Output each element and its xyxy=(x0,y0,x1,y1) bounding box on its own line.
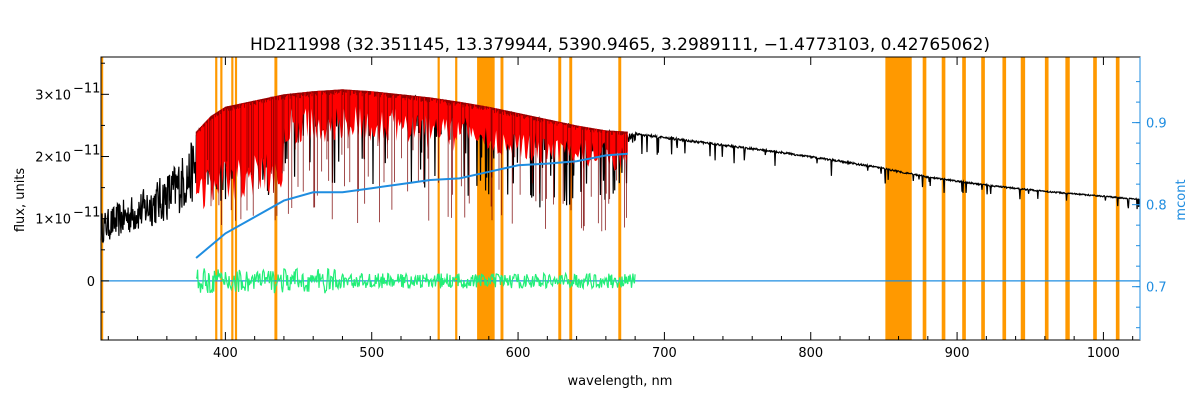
right-axis-ticks: 0.7 0.8 0.9 xyxy=(1132,57,1167,340)
masked-region-18 xyxy=(1002,57,1007,340)
masked-region-20 xyxy=(1044,57,1049,340)
right-tick-label-1: 0.8 xyxy=(1146,199,1167,214)
chart-title: HD211998 (32.351145, 13.379944, 5390.946… xyxy=(250,35,990,55)
x-axis-label: wavelength, nm xyxy=(568,374,673,389)
x-tick-label-400: 400 xyxy=(213,346,238,361)
masked-region-7 xyxy=(455,57,458,340)
y-tick-label-2: 2×10 xyxy=(35,151,71,166)
masked-region-22 xyxy=(1093,57,1097,340)
masked-region-4 xyxy=(234,57,238,340)
x-tick-label-600: 600 xyxy=(506,346,531,361)
masked-region-13 xyxy=(885,57,912,340)
x-tick-label-700: 700 xyxy=(652,346,677,361)
masked-region-19 xyxy=(1020,57,1026,340)
right-axis-label: mcont xyxy=(1174,179,1189,220)
x-tick-label-900: 900 xyxy=(945,346,970,361)
masked-region-6 xyxy=(437,57,440,340)
masked-region-16 xyxy=(962,57,966,340)
masked-region-10 xyxy=(558,57,562,340)
model-flux-series xyxy=(195,89,628,232)
model-absorption-lines xyxy=(195,89,628,232)
masked-region-14 xyxy=(922,57,927,340)
masked-region-5 xyxy=(274,57,278,340)
masked-regions xyxy=(101,57,1120,340)
masked-region-17 xyxy=(981,57,985,340)
masked-region-12 xyxy=(618,57,622,340)
x-tick-label-1000: 1000 xyxy=(1087,346,1120,361)
x-tick-label-500: 500 xyxy=(359,346,384,361)
y-tick-exponent-1: −11 xyxy=(73,206,100,221)
masked-region-3 xyxy=(231,57,234,340)
y-axis-ticks: 01×10 −112×10 −113×10 −11 xyxy=(35,62,109,313)
masked-region-0 xyxy=(101,57,104,340)
y-tick-label-3: 3×10 xyxy=(35,88,71,103)
y-tick-label-0: 0 xyxy=(87,275,95,290)
masked-region-1 xyxy=(215,57,218,340)
y-axis-label: flux, units xyxy=(13,168,28,233)
masked-region-15 xyxy=(941,57,946,340)
x-tick-label-800: 800 xyxy=(798,346,823,361)
y-tick-exponent-2: −11 xyxy=(73,144,100,159)
residual-series xyxy=(101,267,1140,294)
right-tick-label-2: 0.9 xyxy=(1146,117,1167,132)
right-tick-label-0: 0.7 xyxy=(1146,281,1167,296)
continuum-series xyxy=(195,152,628,259)
y-tick-label-1: 1×10 xyxy=(35,213,71,228)
continuum-line xyxy=(195,152,628,259)
y-tick-exponent-3: −11 xyxy=(73,81,100,96)
residual-line xyxy=(195,267,636,294)
x-axis-ticks: 400 500 600 700 800 900 1000 xyxy=(107,57,1134,361)
masked-region-21 xyxy=(1065,57,1070,340)
